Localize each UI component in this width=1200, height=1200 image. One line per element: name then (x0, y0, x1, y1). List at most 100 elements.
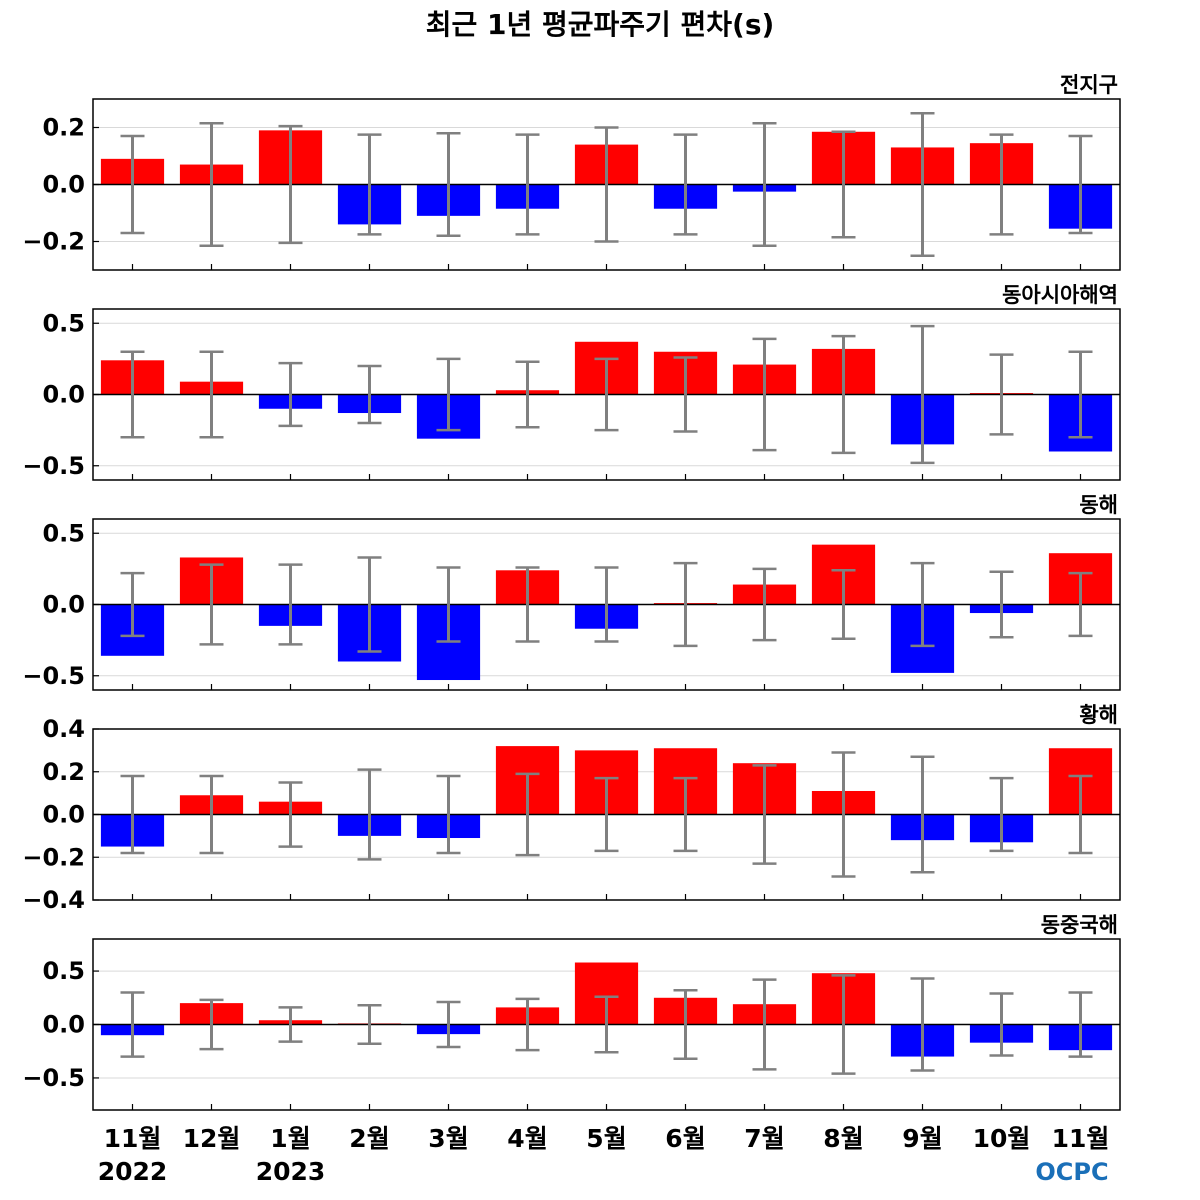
error-bar-1-6 (594, 357, 619, 432)
ytick-label: 0.2 (42, 758, 85, 786)
xtick-label: 12월 (183, 1124, 241, 1153)
ocpc-logo: OCPC (1035, 1158, 1108, 1186)
error-bar-3-9 (831, 751, 856, 878)
error-bar-1-2 (278, 361, 303, 428)
ytick-label: −0.2 (22, 843, 85, 871)
error-bar-0-1 (199, 121, 224, 248)
year-label: 2022 (98, 1157, 168, 1186)
error-bar-4-1 (199, 998, 224, 1051)
error-bar-2-11 (989, 570, 1014, 639)
xtick-label: 11월 (104, 1124, 162, 1153)
ytick-label: −0.5 (22, 1064, 85, 1092)
xtick-label: 11월 (1052, 1124, 1110, 1153)
panel-label: 동중국해 (1041, 913, 1118, 937)
error-bar-2-5 (515, 566, 540, 643)
panel-label: 전지구 (1060, 73, 1118, 97)
xtick-label: 10월 (973, 1124, 1031, 1153)
error-bar-3-2 (278, 781, 303, 848)
xtick-label: 5월 (586, 1124, 626, 1153)
error-bar-3-3 (357, 768, 382, 861)
year-label: 2023 (256, 1157, 326, 1186)
ytick-label: 0.5 (42, 519, 85, 547)
ytick-label: −0.5 (22, 662, 85, 690)
ytick-label: 0.0 (42, 171, 85, 199)
ytick-label: 0.5 (42, 957, 85, 985)
xtick-label: 8월 (823, 1124, 863, 1153)
error-bar-1-8 (752, 337, 777, 452)
error-bar-4-9 (831, 974, 856, 1075)
error-bar-0-9 (831, 130, 856, 239)
x-axis-labels: 11월 12월 1월 2월 3월 4월 5월 6월 7월 8월 9월 10월 11월 2022 2023 (98, 1124, 1110, 1186)
error-bar-4-12 (1068, 991, 1093, 1058)
ytick-label: 0.2 (42, 114, 85, 142)
error-bar-0-7 (673, 133, 698, 236)
error-bar-3-4 (436, 774, 461, 855)
error-bar-2-0 (120, 571, 145, 638)
error-bar-4-0 (120, 991, 145, 1058)
ytick-label: 0.5 (42, 309, 85, 337)
error-bar-1-7 (673, 356, 698, 433)
panel-0: 전지구 −0.2 0.0 0.2 (22, 73, 1121, 271)
ytick-label: 0.0 (42, 591, 85, 619)
error-bar-4-11 (989, 992, 1014, 1057)
error-bar-1-4 (436, 357, 461, 432)
error-bar-1-11 (989, 353, 1014, 436)
panel-label: 황해 (1079, 703, 1118, 727)
error-bar-0-5 (515, 133, 540, 236)
error-bar-0-0 (120, 134, 145, 235)
error-bar-3-6 (594, 776, 619, 853)
error-bar-4-4 (436, 1000, 461, 1049)
xtick-label: 4월 (507, 1124, 547, 1153)
error-bar-3-8 (752, 764, 777, 865)
error-bar-4-3 (357, 1004, 382, 1045)
ytick-label: 0.4 (42, 715, 85, 743)
ytick-label: −0.2 (22, 228, 85, 256)
error-bar-4-6 (594, 995, 619, 1054)
xtick-label: 3월 (428, 1124, 468, 1153)
error-bar-1-12 (1068, 350, 1093, 439)
error-bar-1-0 (120, 350, 145, 439)
error-bar-0-3 (357, 133, 382, 236)
error-bar-3-5 (515, 772, 540, 857)
xtick-label: 7월 (744, 1124, 784, 1153)
error-bar-2-3 (357, 556, 382, 653)
panel-1: 동아시아해역 −0.5 0.0 0.5 (22, 283, 1121, 481)
panel-2: 동해 −0.5 0.0 0.5 (22, 493, 1121, 691)
chart-panels: 전지구 −0.2 0.0 0.2 동아시아해역 −0.5 0.0 0.5 동해 −0.5 0.0 0.… (22, 73, 1121, 1111)
error-bar-2-1 (199, 563, 224, 646)
error-bar-0-12 (1068, 134, 1093, 235)
panel-label: 동해 (1079, 493, 1118, 517)
error-bar-0-2 (278, 124, 303, 245)
ytick-label: 0.0 (42, 1011, 85, 1039)
error-bar-2-4 (436, 566, 461, 643)
error-bar-4-2 (278, 1006, 303, 1043)
error-bar-1-3 (357, 364, 382, 425)
error-bar-2-6 (594, 566, 619, 643)
error-bar-3-10 (910, 755, 935, 874)
error-bar-3-0 (120, 774, 145, 855)
error-bar-0-4 (436, 131, 461, 238)
error-bar-1-1 (199, 350, 224, 439)
ytick-label: 0.0 (42, 801, 85, 829)
xtick-label: 2월 (349, 1124, 389, 1153)
error-bar-1-10 (910, 324, 935, 465)
error-bar-2-7 (673, 561, 698, 648)
ocpc-logo-text: OCPC (1035, 1158, 1108, 1186)
error-bar-2-9 (831, 569, 856, 640)
ytick-label: −0.5 (22, 452, 85, 480)
xtick-label: 9월 (902, 1124, 942, 1153)
ytick-label: −0.4 (22, 886, 85, 914)
error-bar-4-5 (515, 997, 540, 1052)
panel-3: 황해 −0.4 −0.2 0.0 0.2 0.4 (22, 703, 1121, 914)
ytick-label: 0.0 (42, 381, 85, 409)
error-bar-4-8 (752, 978, 777, 1071)
error-bar-0-10 (910, 112, 935, 257)
error-bar-3-11 (989, 776, 1014, 853)
error-bar-0-11 (989, 133, 1014, 236)
error-bar-2-10 (910, 561, 935, 648)
xtick-label: 6월 (665, 1124, 705, 1153)
error-bar-4-10 (910, 977, 935, 1072)
xtick-label: 1월 (270, 1124, 310, 1153)
error-bar-0-8 (752, 121, 777, 248)
